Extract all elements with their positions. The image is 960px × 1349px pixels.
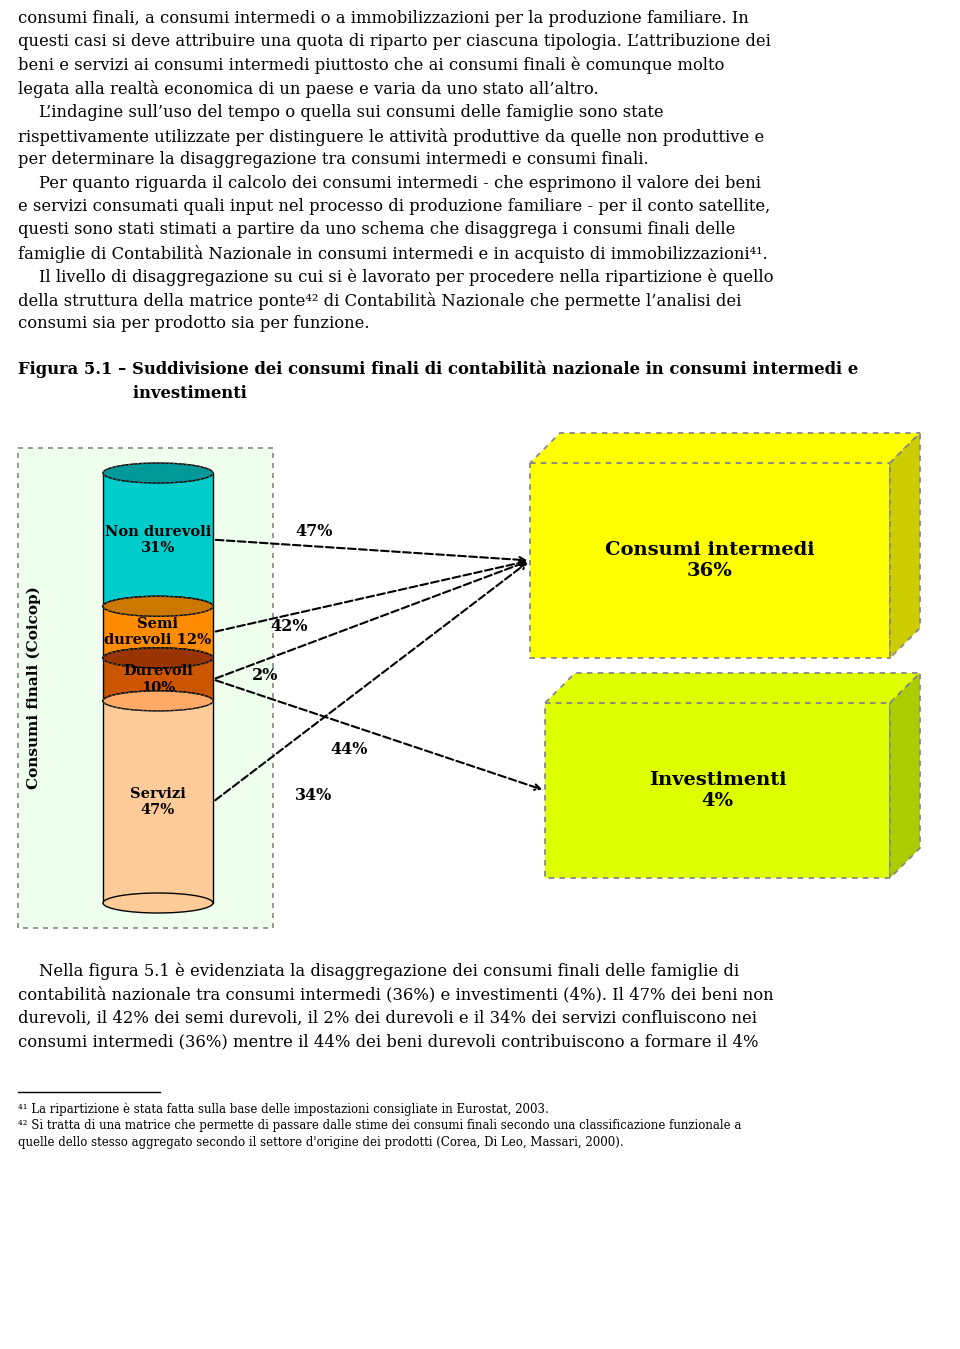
Ellipse shape: [103, 596, 213, 616]
Text: questi casi si deve attribuire una quota di riparto per ciascuna tipologia. L’at: questi casi si deve attribuire una quota…: [18, 34, 771, 50]
Text: Consumi finali (Coicop): Consumi finali (Coicop): [27, 587, 41, 789]
Text: Figura 5.1 – Suddivisione dei consumi finali di contabilità nazionale in consumi: Figura 5.1 – Suddivisione dei consumi fi…: [18, 362, 858, 379]
Ellipse shape: [103, 691, 213, 711]
Bar: [545, 703, 890, 878]
Text: Nella figura 5.1 è evidenziata la disaggregazione dei consumi finali delle famig: Nella figura 5.1 è evidenziata la disagg…: [18, 963, 739, 981]
Text: Durevoli
10%: Durevoli 10%: [123, 664, 193, 695]
Bar: [103, 606, 213, 658]
Polygon shape: [890, 433, 920, 658]
Text: 44%: 44%: [330, 742, 368, 758]
Text: della struttura della matrice ponte⁴² di Contabilità Nazionale che permette l’an: della struttura della matrice ponte⁴² di…: [18, 291, 741, 310]
Text: L’indagine sull’uso del tempo o quella sui consumi delle famiglie sono state: L’indagine sull’uso del tempo o quella s…: [18, 104, 663, 121]
Text: Investimenti
4%: Investimenti 4%: [649, 772, 786, 809]
Text: beni e servizi ai consumi intermedi piuttosto che ai consumi finali è comunque m: beni e servizi ai consumi intermedi piut…: [18, 57, 725, 74]
Ellipse shape: [103, 648, 213, 668]
Text: Semi
durevoli 12%: Semi durevoli 12%: [105, 616, 211, 648]
Text: famiglie di Contabilità Nazionale in consumi intermedi e in acquisto di immobili: famiglie di Contabilità Nazionale in con…: [18, 246, 768, 263]
Polygon shape: [545, 673, 920, 703]
Text: Servizi
47%: Servizi 47%: [130, 786, 186, 817]
Text: legata alla realtà economica di un paese e varia da uno stato all’altro.: legata alla realtà economica di un paese…: [18, 81, 599, 98]
Text: consumi intermedi (36%) mentre il 44% dei beni durevoli contribuiscono a formare: consumi intermedi (36%) mentre il 44% de…: [18, 1033, 758, 1051]
Text: 2%: 2%: [252, 666, 278, 684]
Text: 34%: 34%: [295, 788, 332, 804]
Ellipse shape: [103, 893, 213, 913]
Text: ⁴¹ La ripartizione è stata fatta sulla base delle impostazioni consigliate in Eu: ⁴¹ La ripartizione è stata fatta sulla b…: [18, 1102, 549, 1116]
Text: 42%: 42%: [270, 618, 307, 634]
Bar: [18, 448, 273, 928]
Text: Il livello di disaggregazione su cui si è lavorato per procedere nella ripartizi: Il livello di disaggregazione su cui si …: [18, 268, 774, 286]
Text: quelle dello stesso aggregato secondo il settore d'origine dei prodotti (Corea, : quelle dello stesso aggregato secondo il…: [18, 1136, 624, 1149]
Ellipse shape: [103, 691, 213, 711]
Ellipse shape: [103, 648, 213, 668]
Text: per determinare la disaggregazione tra consumi intermedi e consumi finali.: per determinare la disaggregazione tra c…: [18, 151, 649, 169]
Text: investimenti: investimenti: [18, 384, 247, 402]
Text: Consumi intermedi
36%: Consumi intermedi 36%: [605, 541, 815, 580]
Text: 47%: 47%: [295, 523, 332, 540]
Bar: [530, 463, 890, 658]
Text: contabilità nazionale tra consumi intermedi (36%) e investimenti (4%). Il 47% de: contabilità nazionale tra consumi interm…: [18, 986, 774, 1004]
Bar: [103, 701, 213, 902]
Ellipse shape: [103, 596, 213, 616]
Text: durevoli, il 42% dei semi durevoli, il 2% dei durevoli e il 34% dei servizi conf: durevoli, il 42% dei semi durevoli, il 2…: [18, 1010, 757, 1027]
Polygon shape: [890, 673, 920, 878]
Text: consumi sia per prodotto sia per funzione.: consumi sia per prodotto sia per funzion…: [18, 316, 370, 332]
Text: consumi finali, a consumi intermedi o a immobilizzazioni per la produzione famil: consumi finali, a consumi intermedi o a …: [18, 9, 749, 27]
Text: questi sono stati stimati a partire da uno schema che disaggrega i consumi final: questi sono stati stimati a partire da u…: [18, 221, 735, 239]
Polygon shape: [530, 433, 920, 463]
Text: rispettivamente utilizzate per distinguere le attività produttive da quelle non : rispettivamente utilizzate per distingue…: [18, 128, 764, 146]
Text: ⁴² Si tratta di una matrice che permette di passare dalle stime dei consumi fina: ⁴² Si tratta di una matrice che permette…: [18, 1120, 741, 1132]
Text: Per quanto riguarda il calcolo dei consumi intermedi - che esprimono il valore d: Per quanto riguarda il calcolo dei consu…: [18, 174, 761, 192]
Bar: [103, 473, 213, 606]
Text: e servizi consumati quali input nel processo di produzione familiare - per il co: e servizi consumati quali input nel proc…: [18, 198, 770, 214]
Ellipse shape: [103, 463, 213, 483]
Bar: [103, 658, 213, 701]
Text: Non durevoli
31%: Non durevoli 31%: [105, 525, 211, 554]
